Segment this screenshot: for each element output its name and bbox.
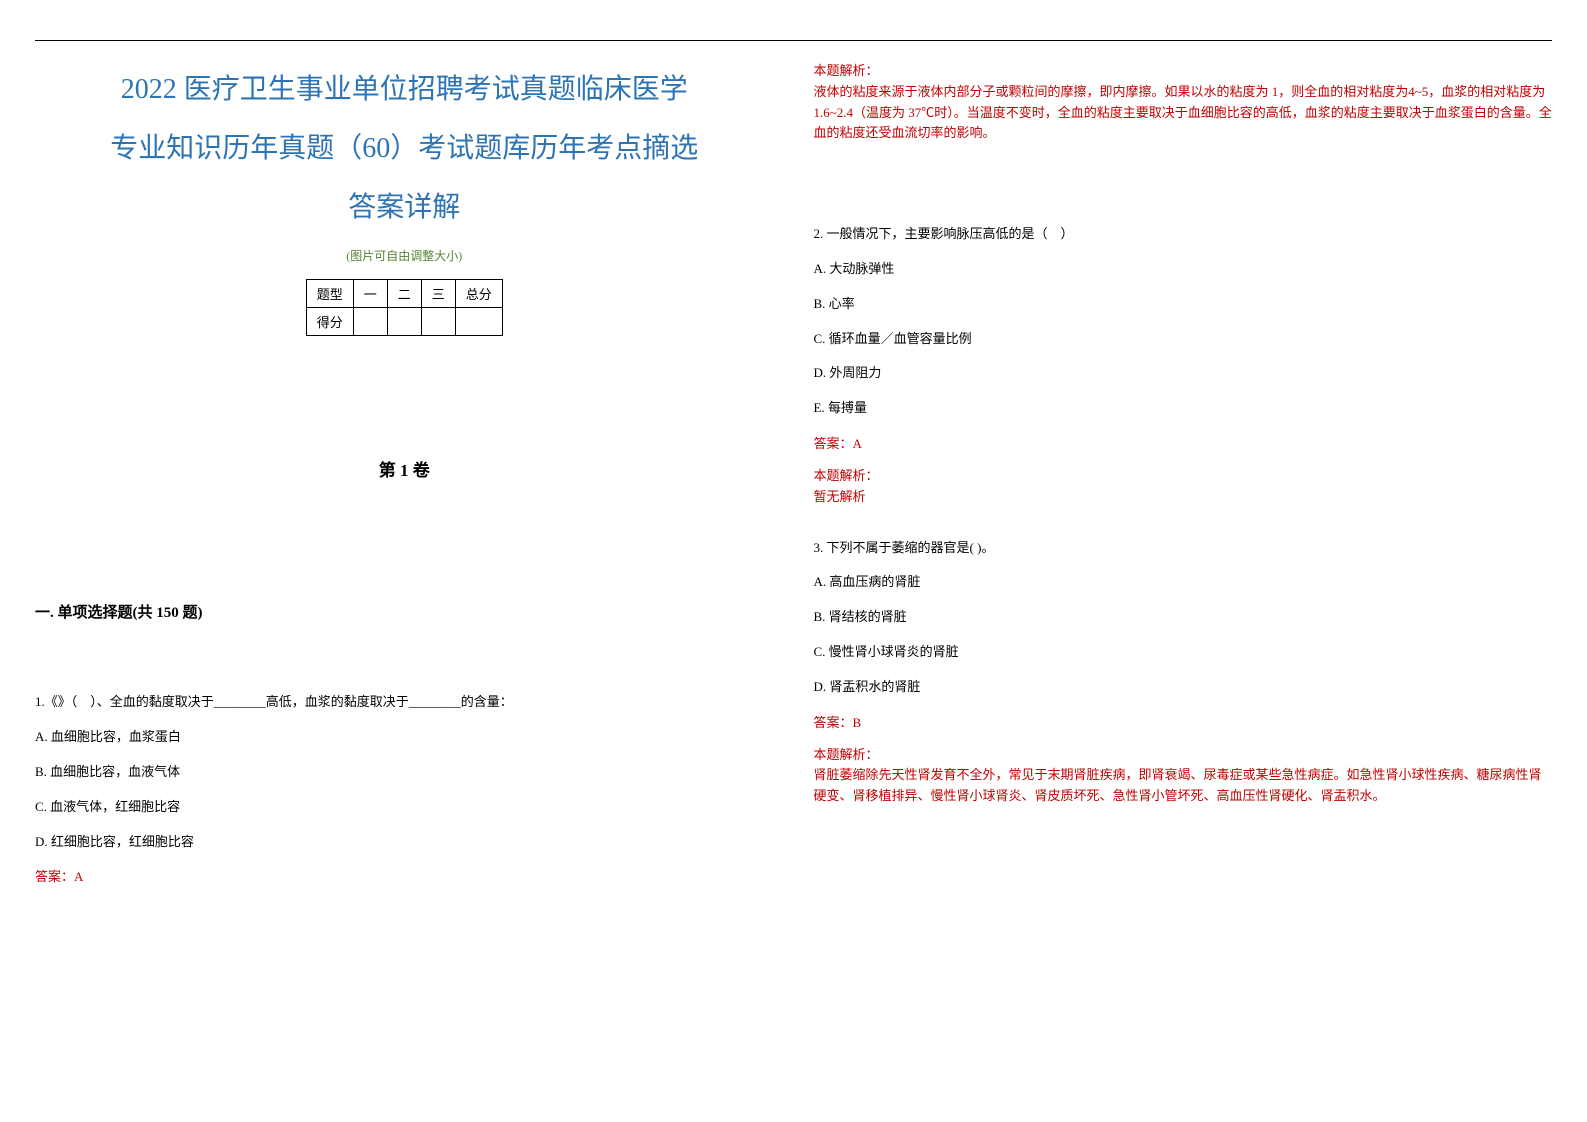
q3-answer: 答案：B [814, 712, 1553, 731]
q3-option-a: A. 高血压病的肾脏 [814, 572, 1553, 593]
q1-analysis-text: 液体的粘度来源于液体内部分子或颗粒间的摩擦，即内摩擦。如果以水的粘度为 1，则全… [814, 82, 1553, 144]
q1-analysis-label: 本题解析： [814, 61, 1553, 82]
table-header-row: 题型 一 二 三 总分 [306, 280, 502, 308]
q3-option-b: B. 肾结核的肾脏 [814, 607, 1553, 628]
q2-option-e: E. 每搏量 [814, 398, 1553, 419]
content-wrapper: 2022 医疗卫生事业单位招聘考试真题临床医学 专业知识历年真题（60）考试题库… [35, 61, 1552, 915]
q1-option-c: C. 血液气体，红细胞比容 [35, 797, 774, 818]
header-cell: 总分 [455, 280, 502, 308]
q3-analysis-text: 肾脏萎缩除先天性肾发育不全外，常见于末期肾脏疾病，即肾衰竭、尿毒症或某些急性病症… [814, 765, 1553, 807]
q1-answer: 答案：A [35, 866, 774, 885]
q2-analysis-label: 本题解析： [814, 466, 1553, 487]
score-cell [353, 308, 387, 336]
q2-option-c: C. 循环血量／血管容量比例 [814, 329, 1553, 350]
score-table: 题型 一 二 三 总分 得分 [306, 279, 503, 336]
q2-option-a: A. 大动脉弹性 [814, 259, 1553, 280]
q2-option-d: D. 外周阻力 [814, 363, 1553, 384]
score-cell [455, 308, 502, 336]
q2-answer: 答案：A [814, 433, 1553, 452]
question-3: 3. 下列不属于萎缩的器官是( )。 A. 高血压病的肾脏 B. 肾结核的肾脏 … [814, 538, 1553, 807]
top-divider [35, 40, 1552, 41]
header-cell: 题型 [306, 280, 353, 308]
q3-analysis-label: 本题解析： [814, 745, 1553, 766]
question-2: 2. 一般情况下，主要影响脉压高低的是（ ） A. 大动脉弹性 B. 心率 C.… [814, 224, 1553, 507]
header-cell: 三 [421, 280, 455, 308]
title-line-2: 专业知识历年真题（60）考试题库历年考点摘选 [110, 133, 698, 164]
title-line-3: 答案详解 [348, 192, 460, 223]
score-cell [421, 308, 455, 336]
q1-option-d: D. 红细胞比容，红细胞比容 [35, 832, 774, 853]
score-label-cell: 得分 [306, 308, 353, 336]
header-cell: 一 [353, 280, 387, 308]
q3-option-c: C. 慢性肾小球肾炎的肾脏 [814, 642, 1553, 663]
q3-option-d: D. 肾盂积水的肾脏 [814, 677, 1553, 698]
score-cell [387, 308, 421, 336]
q1-option-b: B. 血细胞比容，血液气体 [35, 762, 774, 783]
right-column: 本题解析： 液体的粘度来源于液体内部分子或颗粒间的摩擦，即内摩擦。如果以水的粘度… [794, 61, 1553, 915]
header-cell: 二 [387, 280, 421, 308]
q3-text: 3. 下列不属于萎缩的器官是( )。 [814, 538, 1553, 559]
question-1: 1.《》（ ）、全血的黏度取决于________高低，血浆的黏度取决于_____… [35, 692, 774, 885]
table-score-row: 得分 [306, 308, 502, 336]
volume-title: 第 1 卷 [35, 456, 774, 481]
q2-text: 2. 一般情况下，主要影响脉压高低的是（ ） [814, 224, 1553, 245]
title-line-1: 2022 医疗卫生事业单位招聘考试真题临床医学 [121, 74, 688, 105]
q1-text: 1.《》（ ）、全血的黏度取决于________高低，血浆的黏度取决于_____… [35, 692, 774, 713]
section-title: 一. 单项选择题(共 150 题) [35, 601, 774, 622]
main-title: 2022 医疗卫生事业单位招聘考试真题临床医学 专业知识历年真题（60）考试题库… [35, 61, 774, 237]
q1-option-a: A. 血细胞比容，血浆蛋白 [35, 727, 774, 748]
left-column: 2022 医疗卫生事业单位招聘考试真题临床医学 专业知识历年真题（60）考试题库… [35, 61, 794, 915]
q2-option-b: B. 心率 [814, 294, 1553, 315]
image-adjust-note: (图片可自由调整大小) [35, 247, 774, 264]
q2-analysis-text: 暂无解析 [814, 487, 1553, 508]
spacer [814, 174, 1553, 224]
